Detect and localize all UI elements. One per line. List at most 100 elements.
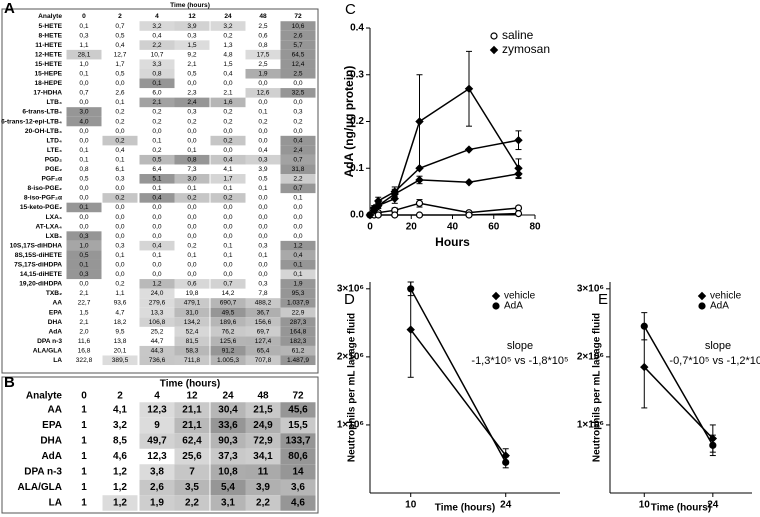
cell-value: 3,0 xyxy=(79,109,88,116)
x-tick-label: 24 xyxy=(500,500,512,511)
cell-value: 0,0 xyxy=(187,128,196,135)
column-header: 72 xyxy=(292,391,304,402)
y-tick-label: 1×10⁶ xyxy=(577,420,604,431)
cell-value: 1,5 xyxy=(187,42,196,49)
row-label: EPA xyxy=(49,309,62,316)
cell-value: 127,4 xyxy=(255,338,272,345)
cell-shade xyxy=(174,433,210,449)
cell-value: 0,2 xyxy=(152,109,161,116)
cell-value: 0,1 xyxy=(258,252,267,259)
cell-shade xyxy=(210,174,246,184)
marker xyxy=(390,189,399,199)
cell-value: 0,1 xyxy=(293,271,302,278)
cell-shade xyxy=(280,135,316,146)
cell-value: 21,1 xyxy=(182,420,202,431)
cell-shade xyxy=(66,49,102,60)
cell-value: 182,3 xyxy=(290,338,307,345)
x-tick-label: 60 xyxy=(488,222,500,233)
cell-shade xyxy=(210,336,246,346)
cell-value: 33,6 xyxy=(218,420,238,431)
cell-value: 0,0 xyxy=(115,80,124,87)
cell-value: 14,2 xyxy=(222,290,235,297)
row-label: LA xyxy=(49,498,62,509)
cell-shade xyxy=(280,464,316,480)
cell-shade xyxy=(66,107,102,117)
cell-value: 12,6 xyxy=(257,90,270,97)
cell-value: 1,7 xyxy=(115,61,124,68)
row-label: 14,15-diHETE xyxy=(20,271,63,278)
cell-value: 1,1 xyxy=(79,42,88,49)
cell-value: 81,5 xyxy=(186,338,199,345)
row-label: 10S,17S-diHDHA xyxy=(10,242,63,249)
cell-value: 1,2 xyxy=(113,482,127,493)
cell-value: 0,3 xyxy=(293,109,302,116)
cell-value: 22,7 xyxy=(78,300,91,307)
cell-value: 1.005,3 xyxy=(217,357,239,364)
cell-value: 0,3 xyxy=(258,242,267,249)
y-tick-label: 0.0 xyxy=(350,210,364,221)
cell-shade xyxy=(280,30,316,41)
cell-shade xyxy=(280,59,316,69)
cell-value: 164,8 xyxy=(290,328,307,335)
cell-value: 18,2 xyxy=(114,319,127,326)
cell-value: 0,0 xyxy=(223,262,232,269)
cell-value: 0,5 xyxy=(187,71,196,78)
cell-shade xyxy=(139,21,175,31)
cell-value: 0,4 xyxy=(293,252,302,259)
marker xyxy=(464,84,474,93)
row-label: 8S,15S-diHETE xyxy=(15,252,63,259)
cell-value: 0,0 xyxy=(258,137,267,144)
cell-shade xyxy=(174,417,210,434)
cell-value: 0,1 xyxy=(79,262,88,269)
cell-shade xyxy=(66,202,102,213)
cell-shade xyxy=(280,154,316,165)
cell-value: 0,2 xyxy=(115,118,124,125)
cell-shade xyxy=(174,317,210,327)
cell-value: 3,9 xyxy=(187,23,196,30)
cell-shade xyxy=(102,193,138,203)
cell-value: 1,2 xyxy=(152,281,161,288)
cell-value: 80,6 xyxy=(288,451,308,462)
cell-shade xyxy=(280,355,316,366)
cell-value: 19,8 xyxy=(186,290,199,297)
cell-value: 1 xyxy=(81,405,87,416)
marker xyxy=(464,145,474,154)
cell-value: 0,0 xyxy=(223,233,232,240)
cell-value: 134,2 xyxy=(184,319,201,326)
cell-shade xyxy=(174,307,210,318)
cell-value: 2,4 xyxy=(187,99,196,106)
cell-shade xyxy=(139,345,175,356)
cell-shade xyxy=(139,40,175,50)
row-label: DHA xyxy=(40,436,62,447)
cell-value: 21,1 xyxy=(182,405,202,416)
cell-value: 0,0 xyxy=(79,214,88,221)
cell-shade xyxy=(280,448,316,465)
cell-shade xyxy=(280,250,316,260)
cell-value: 2,3 xyxy=(187,90,196,97)
cell-shade xyxy=(280,88,316,98)
cell-value: 3,2 xyxy=(113,420,127,431)
cell-value: 76,2 xyxy=(222,328,235,335)
cell-value: 2,4 xyxy=(293,147,302,154)
column-header: 2 xyxy=(118,13,122,20)
column-header: 4 xyxy=(155,13,159,20)
legend-marker xyxy=(697,291,707,301)
row-label: 6-trans-LTB₄ xyxy=(22,109,62,116)
row-label: 15-keto-PGE₂ xyxy=(20,204,62,211)
cell-value: 2,2 xyxy=(256,498,270,509)
cell-value: 156,6 xyxy=(255,319,272,326)
cell-value: 8,5 xyxy=(113,436,127,447)
cell-shade xyxy=(174,279,210,289)
column-header: Analyte xyxy=(26,391,63,402)
cell-value: 44,3 xyxy=(151,347,164,354)
row-label: PGE₂ xyxy=(45,166,62,173)
cell-value: 0,2 xyxy=(223,195,232,202)
cell-shade xyxy=(245,402,281,418)
cell-value: 11,6 xyxy=(78,338,91,345)
legend-marker xyxy=(490,32,498,40)
cell-shade xyxy=(245,433,281,449)
cell-value: 1 xyxy=(81,420,87,431)
cell-value: 0,4 xyxy=(115,147,124,154)
cell-value: 0,2 xyxy=(187,195,196,202)
